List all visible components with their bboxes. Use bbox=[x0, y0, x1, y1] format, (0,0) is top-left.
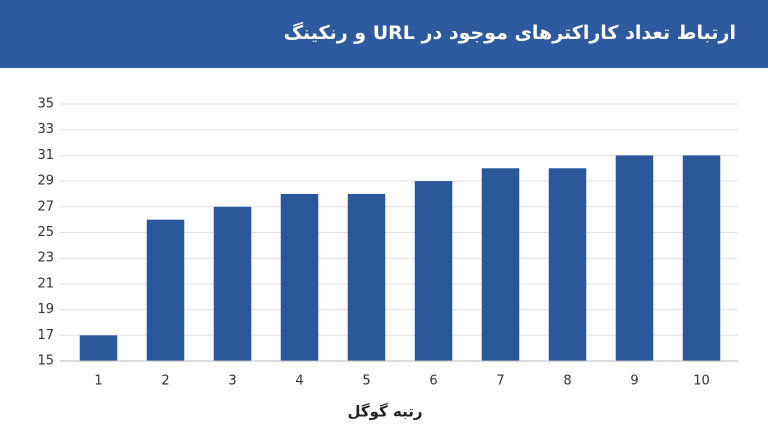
x-tick-label: 5 bbox=[362, 374, 370, 389]
x-tick-label: 7 bbox=[496, 374, 504, 389]
x-tick-label: 2 bbox=[161, 374, 169, 389]
y-tick-label: 31 bbox=[37, 148, 54, 163]
bar bbox=[615, 155, 654, 361]
y-tick-label: 23 bbox=[37, 251, 54, 266]
header: ارتباط تعداد کاراکترهای موجود در URL و ر… bbox=[0, 0, 768, 68]
x-tick-label: 10 bbox=[693, 374, 710, 389]
y-tick-label: 15 bbox=[37, 354, 54, 369]
bar bbox=[548, 168, 587, 361]
y-tick-label: 25 bbox=[37, 225, 54, 240]
y-tick-label: 29 bbox=[37, 174, 54, 189]
y-tick-label: 21 bbox=[37, 276, 54, 291]
x-axis-title: رتبه گوگل bbox=[348, 403, 423, 421]
bar bbox=[280, 193, 319, 361]
bar bbox=[213, 206, 252, 361]
bar bbox=[682, 155, 721, 361]
y-tick-label: 35 bbox=[37, 97, 54, 112]
bar bbox=[146, 219, 185, 361]
x-tick-label: 3 bbox=[228, 374, 236, 389]
chart-title: ارتباط تعداد کاراکترهای موجود در URL و ر… bbox=[283, 22, 736, 44]
bar bbox=[79, 335, 118, 361]
y-tick-label: 33 bbox=[37, 122, 54, 137]
bar bbox=[414, 181, 453, 361]
y-tick-label: 19 bbox=[37, 302, 54, 317]
y-tick-label: 27 bbox=[37, 199, 54, 214]
x-tick-label: 1 bbox=[94, 374, 102, 389]
y-tick-label: 17 bbox=[37, 328, 54, 343]
bar bbox=[347, 193, 386, 361]
x-tick-label: 6 bbox=[429, 374, 437, 389]
x-tick-label: 9 bbox=[630, 374, 638, 389]
x-tick-label: 4 bbox=[295, 374, 303, 389]
bar bbox=[481, 168, 520, 361]
x-tick-label: 8 bbox=[563, 374, 571, 389]
